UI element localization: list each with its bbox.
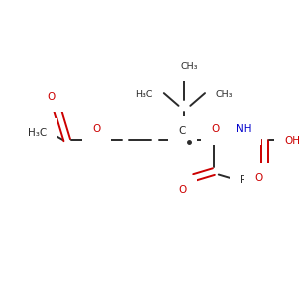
Text: H₃C: H₃C (28, 128, 47, 138)
Text: O: O (178, 185, 187, 195)
Text: O: O (212, 124, 220, 134)
Text: CH₃: CH₃ (216, 90, 233, 99)
Text: R1: R1 (240, 176, 254, 185)
Text: OH: OH (284, 136, 300, 146)
Text: C: C (179, 126, 186, 136)
Text: O: O (92, 124, 100, 134)
Text: O: O (47, 92, 55, 102)
Text: CH₃: CH₃ (181, 62, 198, 71)
Text: NH: NH (236, 124, 251, 134)
Text: O: O (255, 173, 263, 184)
Text: H₃C: H₃C (136, 90, 153, 99)
